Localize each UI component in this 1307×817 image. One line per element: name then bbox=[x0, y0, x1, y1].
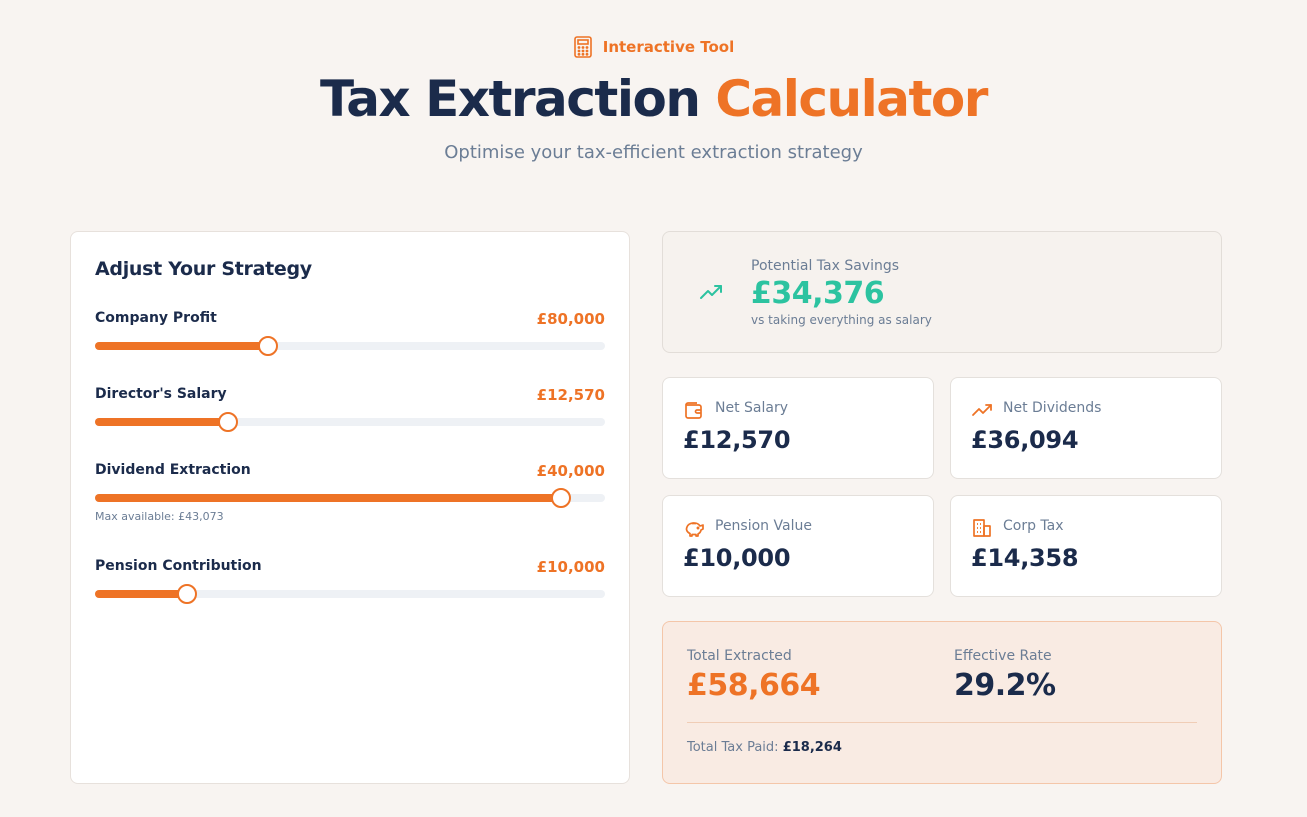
pension-value-card: Pension Value £10,000 bbox=[662, 495, 934, 597]
trending-up-icon bbox=[972, 404, 992, 416]
max-available-hint: Max available: £43,073 bbox=[95, 510, 224, 523]
stat-value: £12,570 bbox=[683, 426, 791, 454]
stat-label: Pension Value bbox=[715, 518, 812, 534]
net-salary-card: Net Salary £12,570 bbox=[662, 377, 934, 479]
savings-value: £34,376 bbox=[751, 276, 885, 311]
trending-up-icon bbox=[700, 285, 722, 299]
wallet-icon bbox=[685, 402, 702, 419]
total-tax-paid: Total Tax Paid: £18,264 bbox=[687, 740, 842, 755]
slider-thumb[interactable] bbox=[551, 488, 572, 508]
slider-track[interactable] bbox=[95, 336, 605, 356]
title-main: Tax Extraction bbox=[320, 70, 701, 128]
slider-thumb[interactable] bbox=[258, 336, 279, 356]
stat-value: £36,094 bbox=[971, 426, 1079, 454]
strategy-title: Adjust Your Strategy bbox=[95, 258, 312, 280]
tool-badge: Interactive Tool bbox=[0, 36, 1307, 58]
effective-rate-label: Effective Rate bbox=[954, 648, 1052, 664]
stat-label: Net Salary bbox=[715, 400, 789, 416]
total-extracted-value: £58,664 bbox=[687, 668, 821, 703]
title-accent: Calculator bbox=[715, 70, 988, 128]
slider-label: Dividend Extraction bbox=[95, 462, 251, 478]
tax-paid-label: Total Tax Paid: bbox=[687, 740, 779, 755]
slider-thumb[interactable] bbox=[217, 412, 238, 432]
slider-fill bbox=[95, 494, 562, 502]
tax-savings-card: Potential Tax Savings £34,376 vs taking … bbox=[662, 231, 1222, 353]
building-icon bbox=[973, 519, 991, 537]
slider-fill bbox=[95, 418, 228, 426]
corp-tax-card: Corp Tax £14,358 bbox=[950, 495, 1222, 597]
savings-label: Potential Tax Savings bbox=[751, 258, 900, 274]
badge-label: Interactive Tool bbox=[602, 38, 735, 56]
strategy-panel: Adjust Your Strategy Company Profit £80,… bbox=[70, 231, 630, 784]
slider-value: £12,570 bbox=[536, 386, 605, 404]
slider-value: £10,000 bbox=[536, 558, 605, 576]
calculator-icon bbox=[573, 36, 592, 58]
divider bbox=[687, 722, 1197, 723]
slider-track[interactable] bbox=[95, 488, 605, 508]
slider-value: £80,000 bbox=[536, 310, 605, 328]
stat-value: £10,000 bbox=[683, 544, 791, 572]
page-subtitle: Optimise your tax-efficient extraction s… bbox=[444, 142, 863, 163]
slider-label: Company Profit bbox=[95, 310, 217, 326]
slider-value: £40,000 bbox=[536, 462, 605, 480]
slider-label: Pension Contribution bbox=[95, 558, 262, 574]
piggy-bank-icon bbox=[685, 522, 704, 537]
slider-fill bbox=[95, 590, 187, 598]
page-title: Tax Extraction Calculator bbox=[0, 70, 1307, 128]
stat-label: Corp Tax bbox=[1003, 518, 1064, 534]
effective-rate-value: 29.2% bbox=[954, 668, 1056, 703]
tax-paid-value: £18,264 bbox=[782, 740, 842, 755]
net-dividends-card: Net Dividends £36,094 bbox=[950, 377, 1222, 479]
slider-thumb[interactable] bbox=[176, 584, 197, 604]
stat-label: Net Dividends bbox=[1003, 400, 1102, 416]
slider-fill bbox=[95, 342, 269, 350]
total-extracted-label: Total Extracted bbox=[687, 648, 792, 664]
slider-track[interactable] bbox=[95, 584, 605, 604]
slider-track[interactable] bbox=[95, 412, 605, 432]
slider-label: Director's Salary bbox=[95, 386, 227, 402]
totals-card: Total Extracted £58,664 Effective Rate 2… bbox=[662, 621, 1222, 784]
stat-value: £14,358 bbox=[971, 544, 1079, 572]
savings-note: vs taking everything as salary bbox=[751, 313, 932, 327]
